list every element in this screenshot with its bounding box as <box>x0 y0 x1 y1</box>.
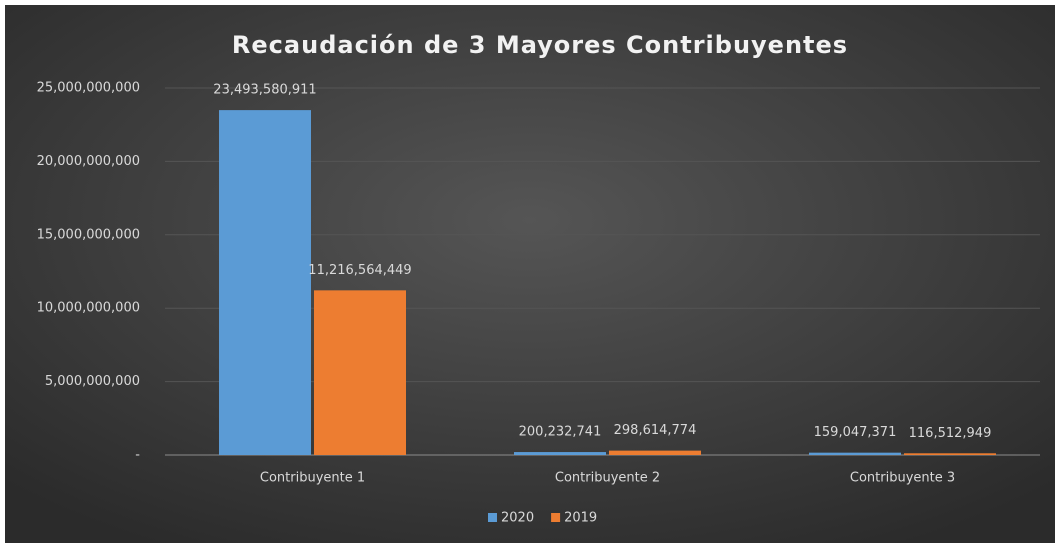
legend-label: 2020 <box>501 511 534 526</box>
data-label: 116,512,949 <box>909 426 992 441</box>
bar <box>904 453 996 455</box>
y-tick-label: 15,000,000,000 <box>37 227 140 242</box>
legend-label: 2019 <box>564 511 597 526</box>
data-label: 298,614,774 <box>614 423 697 438</box>
x-tick-label: Contribuyente 2 <box>555 471 660 486</box>
data-label: 200,232,741 <box>519 425 602 440</box>
y-tick-label: 10,000,000,000 <box>37 301 140 316</box>
data-label: 159,047,371 <box>814 425 897 440</box>
bar <box>314 290 406 455</box>
bar <box>219 110 311 456</box>
bar <box>609 450 701 455</box>
legend-swatch <box>551 513 561 522</box>
chart-title: Recaudación de 3 Mayores Contribuyentes <box>232 31 848 59</box>
y-tick-label: 5,000,000,000 <box>45 374 140 389</box>
bar <box>514 452 606 455</box>
y-tick-label: 20,000,000,000 <box>37 154 140 169</box>
data-label: 23,493,580,911 <box>213 83 316 98</box>
y-tick-label: - <box>135 448 140 463</box>
legend-swatch <box>488 513 497 522</box>
bar <box>809 452 901 455</box>
chart-background <box>5 5 1055 543</box>
data-label: 11,216,564,449 <box>308 263 411 278</box>
y-tick-label: 25,000,000,000 <box>37 81 140 96</box>
x-tick-label: Contribuyente 1 <box>260 471 365 486</box>
x-tick-label: Contribuyente 3 <box>850 471 955 486</box>
